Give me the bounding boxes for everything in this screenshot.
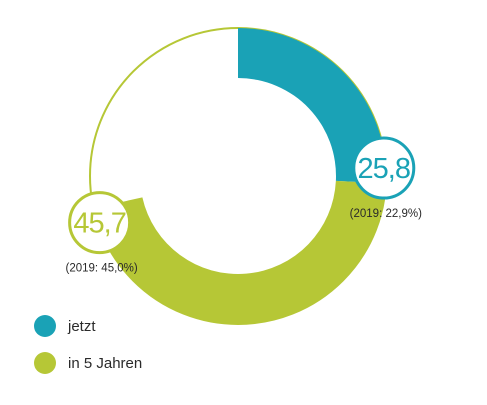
annotation-label-1: (2019: 22,9%) [350,208,422,220]
value-label-1: 25,8 [358,153,410,185]
value-bubble-1 [352,136,416,200]
legend-label-1: jetzt [67,318,96,335]
value-bubble-2 [68,191,132,255]
donut-segment-1 [238,28,386,184]
donut-segment-2 [93,180,386,325]
annotation-label-2: (2019: 45,0%) [66,263,138,275]
value-labels: 25,8 (2019: 22,9%) 45,7 (2019: 45,0%) [66,136,422,275]
legend-label-2: in 5 Jahren [68,355,142,372]
legend-swatch-2 [34,352,56,374]
donut-segments [93,28,386,325]
value-label-2: 45,7 [73,208,125,240]
legend: jetzt in 5 Jahren [34,315,142,374]
legend-swatch-1 [34,315,56,337]
